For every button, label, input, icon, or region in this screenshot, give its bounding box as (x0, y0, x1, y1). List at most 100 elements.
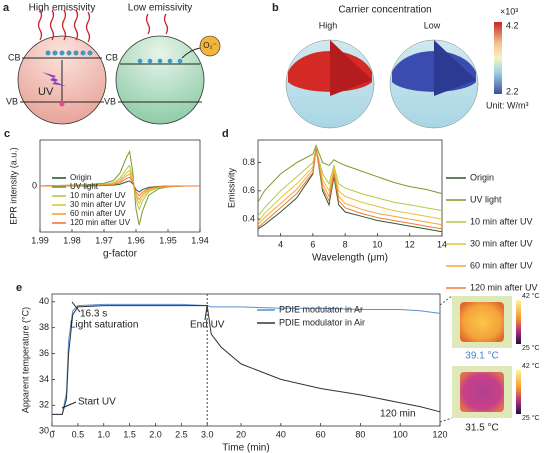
x-axis-label: Wavelength (μm) (312, 253, 388, 264)
legend-label: 10 min after UV (70, 191, 126, 200)
thermal-min: 25 °C (522, 414, 540, 422)
panel-b: b Carrier concentration High Low ×10³ 4.… (272, 2, 529, 129)
plot-frame (51, 293, 441, 427)
panel-label: b (272, 2, 279, 14)
legend-label: 30 min after UV (70, 200, 126, 209)
x-tick-label: 1.99 (31, 235, 49, 245)
legend-label: PDIE modulator in Ar (279, 304, 363, 314)
y-axis-label: EPR intensity (a.u.) (8, 147, 18, 225)
x-tick-label: 120 (432, 429, 447, 439)
x-tick-label: 6 (310, 239, 315, 249)
colorbar-min: 2.2 (506, 86, 519, 96)
x-tick-label: 0.5 (72, 429, 85, 439)
legend-label: Origin (70, 173, 91, 182)
x-tick-label: 1.95 (159, 235, 177, 245)
y-tick-label: 32 (39, 400, 49, 410)
colorbar (516, 300, 521, 344)
transfer-arrow (181, 47, 201, 59)
x-tick-label: 1.98 (63, 235, 81, 245)
legend-label: UV light (70, 182, 99, 191)
band-label: CB (105, 52, 118, 62)
x-axis-label: Time (min) (222, 443, 269, 453)
legend-label: PDIE modulator in Air (279, 317, 365, 327)
panel-label: e (16, 282, 22, 294)
y-tick-label: 0.4 (242, 213, 255, 223)
x-tick-label: 12 (405, 239, 415, 249)
series-line (52, 305, 441, 415)
annotation: 120 min (380, 409, 416, 420)
annotation: 16.3 s (80, 309, 107, 320)
legend-label: Origin (470, 172, 494, 182)
legend-label: 10 min after UV (470, 216, 533, 226)
panel-label: c (4, 128, 10, 140)
x-tick-label: 1.97 (95, 235, 113, 245)
x-tick-label: 4 (278, 239, 283, 249)
y-tick-label: 40 (39, 296, 49, 306)
title: High emissivity (29, 3, 96, 14)
annotation: Start UV (78, 397, 116, 408)
colorbar (494, 22, 502, 94)
x-tick-label: 0 (49, 429, 54, 439)
electrons (45, 50, 183, 64)
thermal-images: 42 °C 25 °C 42 °C 25 °C 39.1 °C 31.5 °C (439, 292, 540, 434)
series-line (257, 148, 443, 223)
legend-label: 120 min after UV (470, 282, 538, 292)
x-tick-label: 3.0 (201, 429, 214, 439)
thermal-max: 42 °C (522, 292, 540, 300)
emission-arrows (37, 9, 169, 43)
thermal-sample (460, 302, 504, 342)
sphere (115, 35, 205, 125)
y-tick-label: 36 (39, 348, 49, 358)
y-axis-label: Apparent temperature (°C) (20, 307, 30, 413)
x-tick-label: 1.0 (97, 429, 110, 439)
x-tick-label: 10 (372, 239, 382, 249)
colorbar-unit: Unit: W/m³ (486, 100, 529, 110)
legend-label: UV light (470, 194, 502, 204)
y-tick-label: 0.6 (242, 185, 255, 195)
title: Low emissivity (128, 3, 192, 14)
y-tick-label: 38 (39, 322, 49, 332)
leader (439, 295, 453, 306)
plot-frame (257, 139, 443, 237)
cutaway (434, 40, 476, 96)
x-tick-label: 8 (343, 239, 348, 249)
band-label: VB (6, 96, 18, 106)
x-tick-label: 1.94 (191, 235, 209, 245)
series-line (40, 176, 200, 197)
x-axis-label: g-factor (103, 249, 138, 260)
x-tick-label: 1.5 (123, 429, 136, 439)
legend-label: 30 min after UV (470, 238, 533, 248)
colorbar-scale: ×10³ (500, 6, 518, 16)
sphere-label: Low (424, 20, 441, 30)
y-axis-label: Emissivity (226, 168, 236, 208)
annotation-arrow (61, 401, 77, 409)
legend-label: 60 min after UV (470, 260, 533, 270)
legend-label: 60 min after UV (70, 209, 126, 218)
thermal-max: 42 °C (522, 362, 540, 370)
thermal-value: 39.1 °C (465, 351, 498, 362)
y-tick-label: 30 (39, 426, 49, 436)
uv-label: UV (38, 86, 54, 98)
band-label: VB (104, 96, 116, 106)
band-label: CB (8, 52, 21, 62)
x-tick-label: 14 (437, 239, 447, 249)
x-tick-label: 60 (316, 429, 326, 439)
x-tick-label: 1.96 (127, 235, 145, 245)
thermal-sample (460, 372, 504, 412)
thermal-min: 25 °C (522, 344, 540, 352)
species: O₂⁻ (203, 41, 217, 50)
annotation-arrow (204, 304, 208, 321)
annotation: Light saturation (70, 320, 138, 331)
sphere-label: High (319, 20, 338, 30)
x-tick-label: 80 (355, 429, 365, 439)
leader (439, 417, 453, 423)
x-tick-label: 20 (236, 429, 246, 439)
panel-label: a (3, 2, 10, 14)
panel-a: a High emissivity Low emissivity O₂⁻ CB … (3, 2, 221, 125)
hole (59, 101, 65, 107)
x-tick-label: 2.0 (149, 429, 162, 439)
y-tick-label: 0 (32, 180, 37, 190)
series-line (52, 303, 441, 415)
annotation: End UV (190, 320, 225, 331)
colorbar-max: 4.2 (506, 20, 519, 30)
